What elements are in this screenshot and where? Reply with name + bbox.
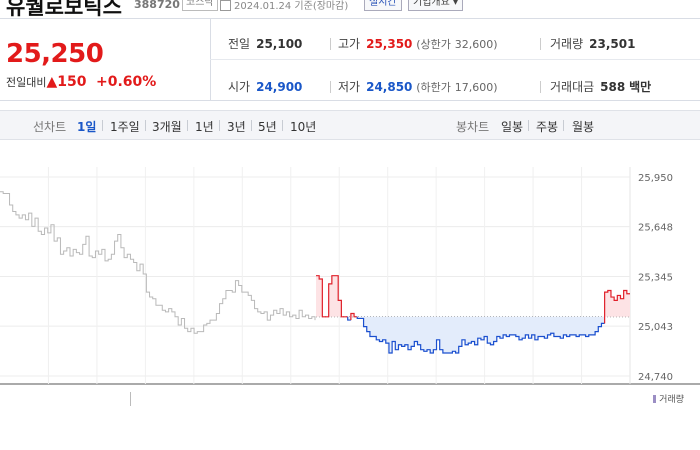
axis-tick <box>130 392 131 406</box>
today-line-down <box>347 316 351 321</box>
down-fill-area <box>357 316 605 353</box>
y-tick-label: 24,740 <box>638 372 673 383</box>
divider <box>540 38 541 50</box>
change-percent: +0.60% <box>96 74 157 90</box>
y-tick-label: 25,950 <box>638 173 673 184</box>
today-line-up <box>604 289 630 324</box>
divider <box>251 120 252 131</box>
price-change: 전일대비▲150 +0.60% <box>6 74 156 90</box>
line-chart-label: 선차트 <box>33 120 67 134</box>
divider <box>540 81 541 93</box>
up-arrow-icon: ▲ <box>46 74 58 90</box>
divider <box>145 120 146 131</box>
period-5year[interactable]: 5년 <box>258 120 277 134</box>
divider <box>563 120 564 131</box>
today-line-up <box>350 312 358 321</box>
change-label: 전일대비 <box>6 76 47 89</box>
down-fill-area <box>347 316 351 321</box>
up-fill-area <box>316 275 348 317</box>
trade-amount: 거래대금 588 백만 <box>550 80 652 94</box>
period-1year[interactable]: 1년 <box>195 120 214 134</box>
current-price: 25,250 <box>6 39 104 69</box>
candle-daily[interactable]: 일봉 <box>501 120 524 134</box>
open-price: 시가 24,900 <box>228 80 303 94</box>
base-date: 2024.01.24 기준(장마감) <box>234 1 349 12</box>
candle-weekly[interactable]: 주봉 <box>536 120 559 134</box>
divider <box>187 120 188 131</box>
divider <box>210 59 700 60</box>
company-name: 유퀄로보틱스 <box>6 0 122 19</box>
candle-chart-label: 봉차트 <box>456 120 490 134</box>
volume-area: 거래량 <box>0 390 700 450</box>
candle-monthly[interactable]: 월봉 <box>572 120 595 134</box>
stock-code: 388720 <box>134 0 180 11</box>
period-10year[interactable]: 10년 <box>290 120 317 134</box>
chart-grid <box>0 167 700 385</box>
market-badge: 코스닥 <box>182 0 218 11</box>
volume-legend: 거래량 <box>653 392 684 405</box>
y-axis-labels: 25,950 25,648 25,345 25,043 24,740 <box>638 173 673 383</box>
divider <box>282 120 283 131</box>
change-value: 150 <box>57 74 87 90</box>
period-1day[interactable]: 1일 <box>77 120 97 134</box>
day-high: 고가 25,350 (상한가 32,600) <box>338 37 498 51</box>
divider <box>330 38 331 50</box>
chart-fills <box>316 275 630 353</box>
realtime-button[interactable]: 실시간 <box>364 0 402 11</box>
y-tick-label: 25,345 <box>638 273 673 284</box>
divider <box>528 120 529 131</box>
trade-volume: 거래량 23,501 <box>550 37 636 51</box>
period-3year[interactable]: 3년 <box>227 120 246 134</box>
price-chart-svg: 25,950 25,648 25,345 25,043 24,740 <box>0 167 700 385</box>
y-tick-label: 25,043 <box>638 322 673 333</box>
quote-summary: 25,250 전일대비▲150 +0.60% 전일 25,100 고가 25,350… <box>0 19 700 101</box>
price-chart[interactable]: 25,950 25,648 25,345 25,043 24,740 <box>0 140 700 390</box>
volume-swatch-icon <box>653 395 657 403</box>
prev-close: 전일 25,100 <box>228 37 303 51</box>
previous-session-line <box>0 191 316 334</box>
chart-toolbar: 선차트 1일 1주일 3개월 1년 3년 5년 10년 봉차트 일봉 주봉 월봉 <box>0 110 700 140</box>
today-line-up <box>316 275 348 318</box>
period-1week[interactable]: 1주일 <box>110 120 140 134</box>
today-line-down <box>356 316 605 354</box>
divider <box>102 120 103 131</box>
calendar-icon <box>220 0 231 11</box>
company-overview-button[interactable]: 기업개요 ▾ <box>408 0 463 11</box>
y-tick-label: 25,648 <box>638 223 673 234</box>
stock-header: 유퀄로보틱스 388720 코스닥 2024.01.24 기준(장마감) 실시간… <box>0 0 700 19</box>
day-low: 저가 24,850 (하한가 17,600) <box>338 80 498 94</box>
chart-lines <box>0 191 630 354</box>
divider <box>219 120 220 131</box>
divider <box>330 81 331 93</box>
period-3month[interactable]: 3개월 <box>152 120 182 134</box>
